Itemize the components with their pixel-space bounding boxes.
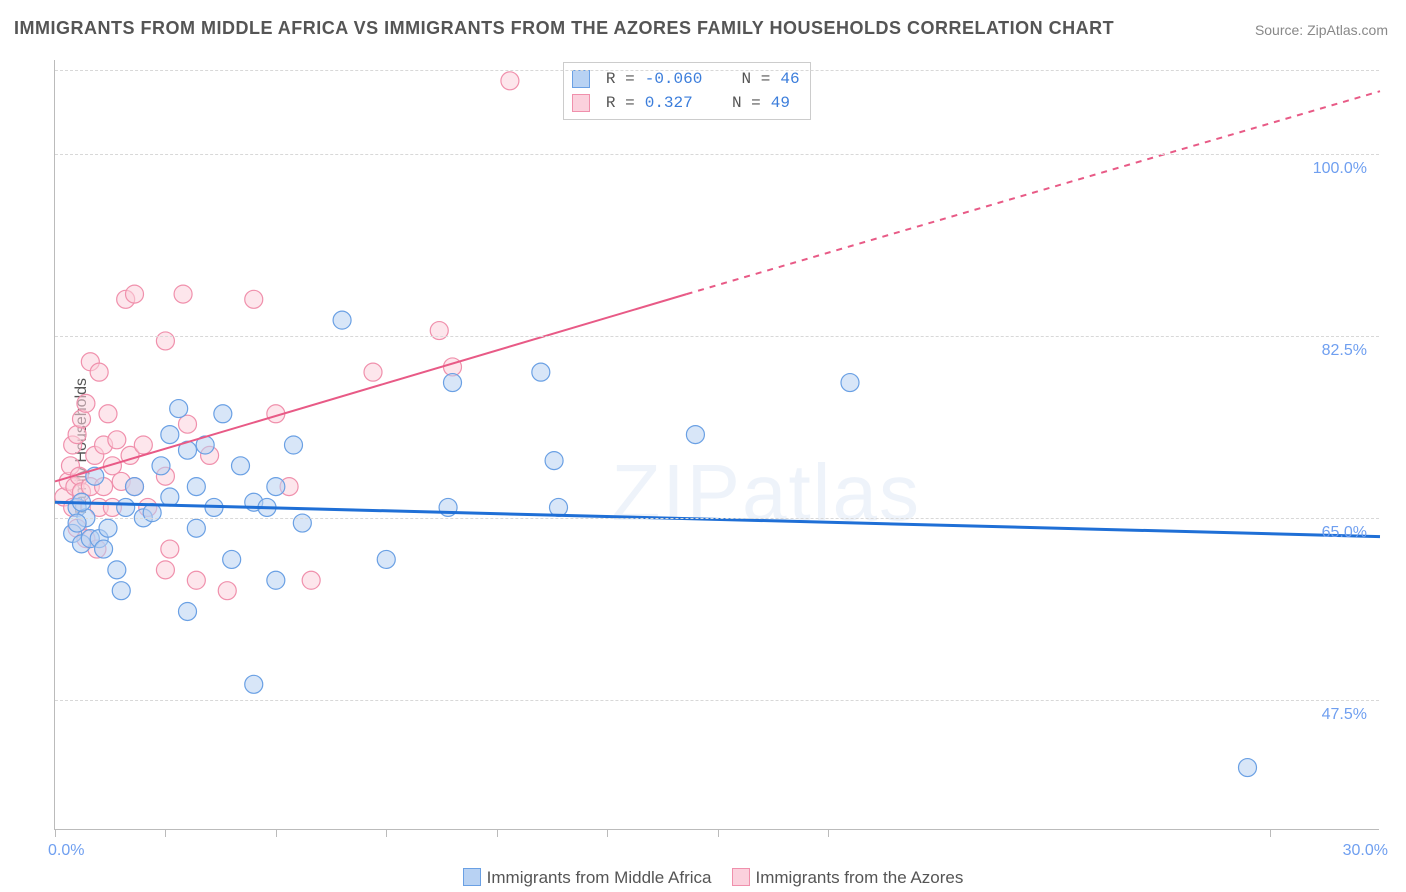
source-attribution: Source: ZipAtlas.com xyxy=(1255,22,1388,38)
y-tick-label: 100.0% xyxy=(1313,160,1367,178)
legend-label: Immigrants from Middle Africa xyxy=(487,868,712,887)
chart-title: IMMIGRANTS FROM MIDDLE AFRICA VS IMMIGRA… xyxy=(14,18,1114,39)
legend-swatch-blue xyxy=(572,70,590,88)
legend-swatch-pink xyxy=(732,868,750,886)
stats-row: R = 0.327 N =49 xyxy=(572,91,800,115)
legend-label: Immigrants from the Azores xyxy=(756,868,964,887)
x-tick-label-max: 30.0% xyxy=(1343,842,1388,860)
bottom-legend: Immigrants from Middle Africa Immigrants … xyxy=(0,868,1406,888)
chart-svg xyxy=(55,60,1380,830)
legend-swatch-pink xyxy=(572,94,590,112)
x-tick-label-min: 0.0% xyxy=(48,842,84,860)
y-tick-label: 82.5% xyxy=(1322,342,1367,360)
legend-swatch-blue xyxy=(463,868,481,886)
plot-area: ZIPatlas R =-0.060 N =46R = 0.327 N =49 … xyxy=(54,60,1379,830)
y-tick-label: 47.5% xyxy=(1322,706,1367,724)
chart-container: IMMIGRANTS FROM MIDDLE AFRICA VS IMMIGRA… xyxy=(0,0,1406,892)
y-tick-label: 65.0% xyxy=(1322,524,1367,542)
